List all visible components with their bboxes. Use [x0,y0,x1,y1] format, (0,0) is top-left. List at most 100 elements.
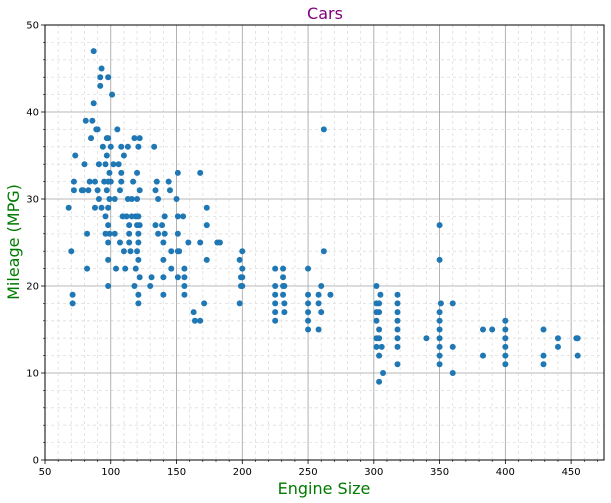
scatter-point [135,256,142,263]
scatter-point [95,196,102,202]
scatter-point [197,239,204,246]
scatter-point [376,326,383,333]
scatter-point [502,326,509,333]
scatter-point [280,274,287,281]
y-tick-label: 30 [26,195,39,206]
scatter-point [449,300,456,307]
x-tick-label: 100 [101,467,120,478]
scatter-point [272,309,279,316]
y-tick-label: 0 [33,456,39,467]
scatter-point [165,178,172,185]
scatter-point [173,196,180,202]
scatter-point [147,283,154,289]
scatter-point [436,335,443,342]
scatter-point [174,169,181,176]
scatter-point [124,143,131,150]
scatter-point [120,248,127,255]
minor-grid [45,25,604,460]
scatter-point [540,361,547,368]
scatter-point [131,135,138,142]
scatter-point [540,326,547,333]
scatter-point [280,291,287,298]
scatter-point [305,309,312,316]
scatter-point [86,178,93,185]
scatter-point [98,204,105,211]
x-tick-label: 300 [364,467,383,478]
scatter-point [120,152,127,159]
scatter-point [135,213,142,220]
scatter-point [122,265,129,272]
scatter-point [70,178,77,185]
scatter-point [502,335,509,342]
scatter-point [80,187,87,194]
scatter-point [373,343,380,350]
x-tick-label: 200 [233,467,252,478]
y-axis-label: Mileage (MPG) [4,184,23,300]
scatter-point [376,300,383,307]
scatter-point [152,187,159,194]
scatter-point [116,187,123,194]
scatter-point [81,161,88,168]
scatter-point [449,343,456,350]
scatter-point [99,143,106,150]
scatter-point [84,230,91,237]
scatter-point [320,248,327,255]
scatter-point [376,309,383,316]
scatter-point [106,230,113,237]
scatter-point [166,187,173,194]
scatter-point [105,135,112,142]
scatter-point [216,239,223,246]
scatter-point [502,352,509,359]
y-tick-label: 40 [26,108,39,119]
scatter-point [159,222,166,229]
scatter-point [423,335,430,342]
scatter-point [174,213,181,220]
scatter-point [272,291,279,298]
scatter-point [394,343,401,350]
scatter-point [168,265,175,272]
scatter-point [197,317,204,324]
scatter-point [168,248,175,255]
scatter-point [489,326,496,333]
scatter-point [155,230,162,237]
scatter-point [68,248,75,255]
scatter-point [151,143,158,150]
scatter-point [160,239,167,246]
scatter-point [134,196,141,202]
scatter-point [436,343,443,350]
y-tick-label: 50 [26,21,39,32]
scatter-point [161,213,168,220]
scatter-point [236,300,243,307]
y-tick-label: 20 [26,282,39,293]
scatter-point [111,196,118,202]
x-axis-label: Engine Size [278,479,371,498]
scatter-point [153,178,160,185]
scatter-point [95,161,102,168]
scatter-point [69,291,76,298]
scatter-point [272,300,279,307]
scatter-point [281,283,288,289]
scatter-point [436,352,443,359]
x-tick-label: 400 [496,467,515,478]
scatter-point [236,256,243,263]
scatter-point [111,230,118,237]
scatter-point [97,82,104,89]
scatter-point [377,291,384,298]
scatter-point [315,326,322,333]
scatter-point [272,283,279,289]
x-tick-label: 250 [299,467,318,478]
scatter-point [90,48,97,55]
scatter-point [436,256,443,263]
scatter-point [109,91,116,98]
scatter-point [305,265,312,272]
scatter-point [436,222,443,229]
scatter-point [114,126,121,133]
scatter-point [305,291,312,298]
scatter-point [107,178,114,185]
scatter-point [105,283,112,289]
scatter-point [272,265,279,272]
scatter-point [105,222,112,229]
scatter-point [69,300,76,307]
scatter-point [105,239,112,246]
